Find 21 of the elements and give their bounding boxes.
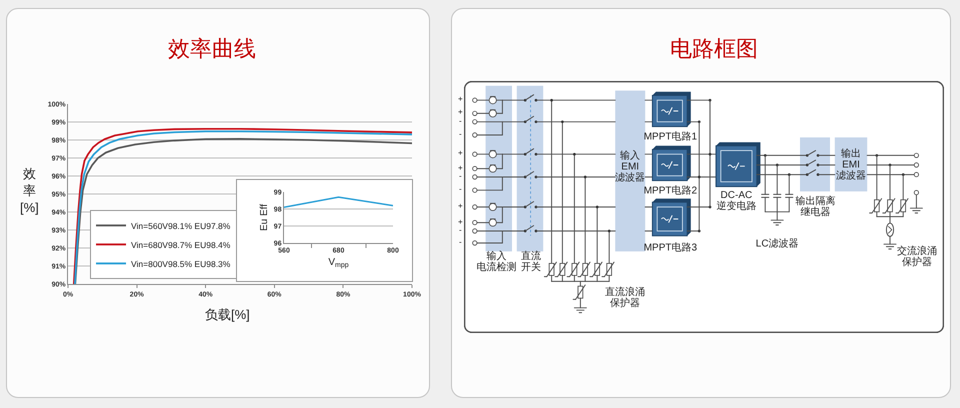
legend-label: Vin=800V98.5% EU98.3% (131, 258, 231, 269)
text: - (459, 238, 462, 248)
y-axis-title: 效率[%] (20, 166, 39, 215)
text: - (459, 130, 462, 140)
text: - (459, 184, 462, 195)
text: - (459, 116, 462, 126)
text: - (459, 172, 462, 182)
y-axis-title: Eu Eff (258, 204, 270, 232)
text: + (458, 202, 463, 212)
text: + (458, 163, 463, 173)
legend-label: Vin=680V98.7% EU98.4% (131, 240, 231, 250)
legend-label: Vin=560V98.1% EU97.8% (131, 220, 231, 231)
x-axis-title: V$_{mpp}$ (328, 256, 349, 269)
text: + (458, 94, 463, 105)
text: - (459, 226, 462, 236)
text: + (458, 108, 463, 118)
x-axis-title: 负载[%] (205, 307, 250, 322)
text: + (458, 217, 463, 227)
text: 电路框图 (670, 36, 758, 62)
chart-title: 效率曲线 (168, 36, 256, 62)
text: + (458, 148, 463, 159)
